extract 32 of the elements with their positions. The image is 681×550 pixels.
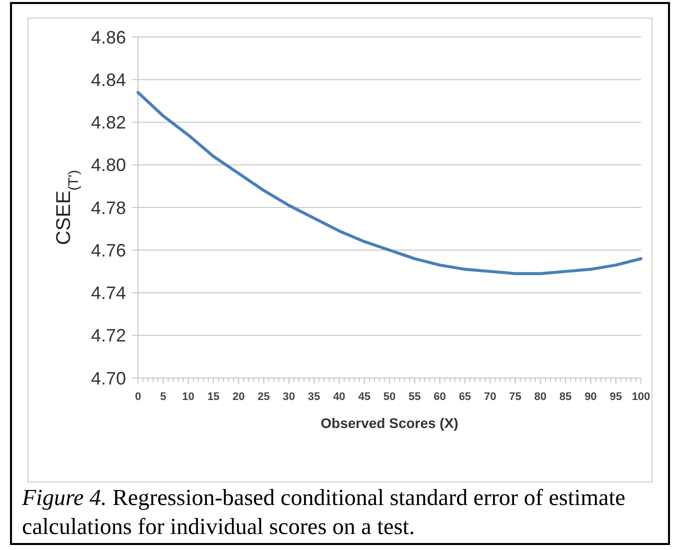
y-tick-label: 4.86: [90, 27, 126, 48]
y-tick-label: 4.84: [90, 70, 126, 90]
x-tick-label: 0: [134, 391, 142, 403]
y-tick-label: 4.70: [90, 368, 126, 388]
x-axis-title: Observed Scores (X): [320, 415, 458, 431]
x-tick-label: 40: [333, 391, 346, 403]
x-tick-label: 75: [509, 391, 522, 403]
x-tick-label: 90: [584, 391, 597, 403]
y-tick-label: 4.82: [90, 112, 126, 133]
x-tick-label: 30: [282, 391, 296, 403]
y-tick-label: 4.78: [90, 198, 126, 218]
x-tick-label: 25: [258, 391, 270, 403]
x-tick-label: 100: [632, 391, 650, 403]
y-tick-label: 4.74: [90, 283, 126, 304]
x-tick-label: 55: [408, 391, 421, 403]
x-tick-label: 15: [207, 391, 220, 403]
y-tick-label: 4.80: [90, 155, 126, 176]
x-tick-label: 85: [559, 391, 572, 403]
x-tick-label: 10: [182, 391, 194, 403]
x-tick-label: 70: [484, 391, 496, 403]
x-tick-label: 35: [308, 391, 320, 403]
x-tick-label: 50: [383, 391, 396, 403]
x-tick-label: 80: [534, 391, 547, 403]
x-tick-label: 20: [232, 391, 245, 403]
x-tick-label: 5: [160, 391, 166, 403]
x-tick-label: 95: [610, 391, 622, 403]
x-tick-label: 45: [358, 391, 370, 403]
y-tick-label: 4.72: [90, 326, 126, 346]
x-tick-label: 65: [458, 391, 472, 403]
x-tick-label: 60: [434, 391, 446, 403]
caption: Figure 4. Regression-based conditional standard error of estimate calculations for individual scores on a test.: [22, 484, 626, 541]
y-tick-label: 4.76: [90, 240, 126, 260]
